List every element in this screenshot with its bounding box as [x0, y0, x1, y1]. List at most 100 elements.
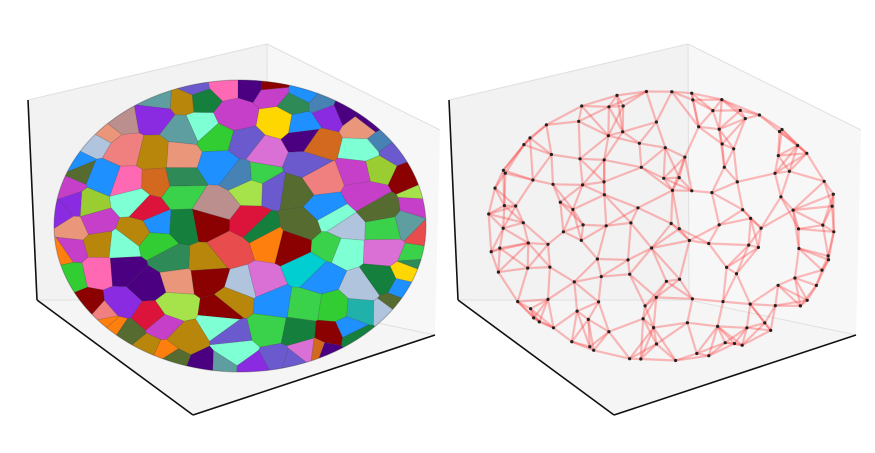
graph-edge [651, 239, 690, 250]
graph-edge [580, 239, 599, 260]
graph-node [821, 223, 825, 227]
graph-edge [603, 131, 624, 161]
graph-edge [545, 105, 583, 126]
graph-edge [678, 176, 693, 192]
graph-edge [640, 146, 666, 169]
graph-edge [640, 166, 665, 180]
graph-edge [538, 299, 550, 323]
graph-edge [587, 319, 591, 347]
graph-edge [642, 318, 658, 345]
graph-node [822, 179, 826, 183]
graph-node [532, 316, 536, 320]
graph-edge [627, 247, 653, 261]
graph-edge [502, 205, 517, 229]
graph-node [637, 141, 642, 145]
graph-node [578, 157, 582, 161]
graph-edge [628, 247, 653, 275]
graph-edge [780, 196, 794, 211]
graph-node [586, 317, 590, 321]
graph-edge [718, 128, 735, 150]
graph-node [805, 151, 809, 155]
voronoi-cell [317, 289, 349, 322]
right-pane-edge [448, 43, 689, 101]
graph-node [531, 178, 535, 182]
graph-edge [597, 276, 603, 303]
graph-edge [779, 170, 791, 198]
graph-edge [827, 231, 835, 257]
graph-edge [707, 242, 728, 269]
graph-edge [581, 94, 618, 108]
graph-edge [666, 278, 680, 283]
graph-node [602, 158, 606, 162]
graph-edge [529, 308, 535, 319]
graph-edge [815, 259, 830, 286]
graph-node [711, 109, 715, 113]
graph-edge [640, 166, 674, 192]
graph-edge [663, 176, 680, 180]
graph-edge [708, 342, 735, 357]
graph-node [537, 320, 541, 324]
graph-edge [675, 354, 709, 362]
graph-node [776, 283, 780, 287]
graph-edge [823, 180, 834, 207]
graph-node [796, 227, 801, 231]
graph-edge [571, 184, 584, 210]
graph-edge [695, 325, 719, 355]
graph-edge [579, 158, 605, 183]
graph-edge [781, 128, 808, 155]
graph-node [677, 227, 681, 231]
voronoi-cell [197, 293, 245, 320]
voronoi-cell [185, 112, 219, 143]
graph-node [670, 188, 675, 192]
graph-edge [664, 147, 681, 179]
graph-edge [671, 177, 681, 191]
graph-edge [655, 343, 677, 362]
graph-node [663, 146, 667, 150]
graph-edge [603, 135, 610, 161]
graph-edge [820, 255, 830, 271]
graph-node [621, 130, 625, 134]
graph-node [577, 119, 581, 123]
graph-edge [757, 228, 763, 248]
graph-node [602, 193, 607, 197]
graph-edge [622, 120, 657, 133]
graph-edge [650, 247, 681, 280]
graph-edge [572, 193, 605, 211]
graph-node [496, 270, 500, 274]
graph-edge [831, 206, 835, 232]
graph-edge [608, 94, 618, 108]
graph-node [581, 223, 585, 227]
graph-edge [503, 173, 507, 206]
graph-edge [717, 325, 747, 329]
graph-edge [546, 244, 551, 268]
graph-edge [628, 273, 658, 299]
graph-edge [516, 300, 541, 323]
graph-edge [792, 180, 825, 211]
graph-node [581, 183, 585, 187]
graph-edge [774, 144, 799, 174]
graph-edge [718, 208, 744, 226]
graph-edge [582, 180, 605, 186]
left-pane-edge [266, 43, 441, 131]
graph-node [501, 226, 505, 230]
graph-edge [707, 224, 721, 245]
graph-node [695, 351, 699, 356]
graph-edge [517, 300, 532, 310]
graph-edge [707, 326, 719, 357]
graph-node [629, 221, 633, 225]
graph-edge [691, 92, 723, 101]
graph-edge [723, 148, 735, 168]
graph-edge [678, 278, 694, 300]
graph-edge [774, 152, 808, 175]
graph-node [830, 204, 834, 208]
graph-node [832, 230, 836, 234]
graph-edge [527, 242, 551, 268]
left-pane-edge [27, 43, 268, 101]
graph-node [544, 123, 549, 127]
graph-edge [798, 247, 829, 257]
graph-edge [514, 205, 525, 224]
graph-edge [577, 121, 582, 159]
graph-edge [576, 310, 591, 348]
graph-edge [792, 193, 834, 212]
graph-node [797, 246, 801, 251]
